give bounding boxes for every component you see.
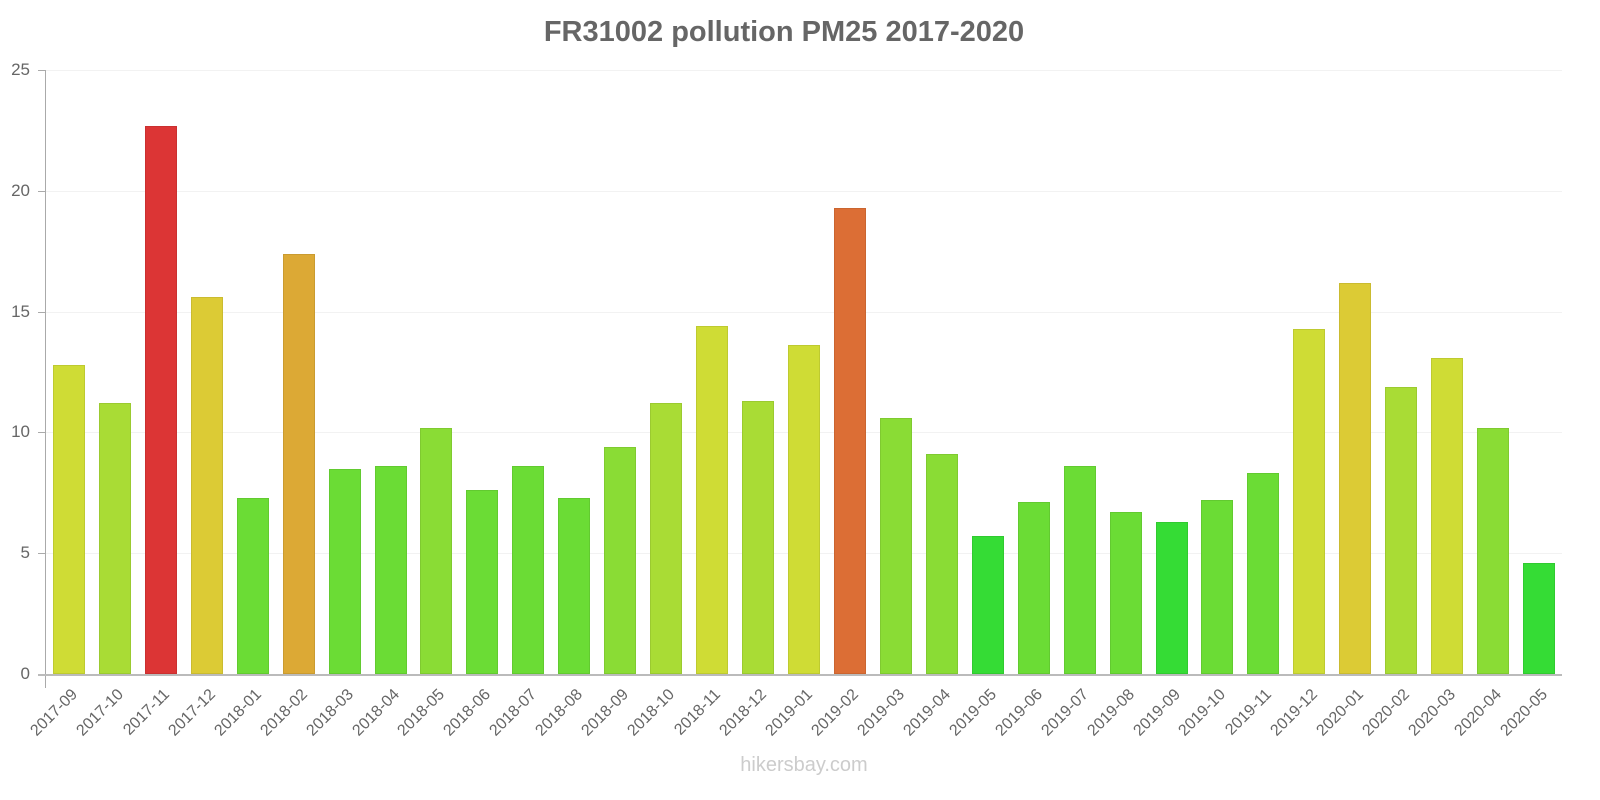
bar-2019-07[interactable] xyxy=(1063,466,1096,674)
bar-2019-05[interactable] xyxy=(971,536,1004,674)
y-tick-mark xyxy=(38,432,46,434)
bar-2018-10[interactable] xyxy=(650,403,683,674)
bar-2018-12[interactable] xyxy=(742,401,775,674)
bar-2020-04[interactable] xyxy=(1477,427,1510,674)
y-tick-mark xyxy=(38,311,46,313)
bar-2017-12[interactable] xyxy=(190,297,223,674)
bar-2018-09[interactable] xyxy=(604,446,637,674)
bar-2019-12[interactable] xyxy=(1293,328,1326,674)
bar-2019-01[interactable] xyxy=(788,345,820,674)
y-axis-line xyxy=(45,70,46,688)
bar-2017-11[interactable] xyxy=(144,125,177,674)
bar-2018-03[interactable] xyxy=(328,468,361,674)
gridline xyxy=(46,190,1562,192)
bar-2020-03[interactable] xyxy=(1431,357,1464,674)
y-tick-label: 5 xyxy=(20,543,30,563)
bar-2019-02[interactable] xyxy=(833,207,866,674)
bar-2019-04[interactable] xyxy=(925,454,958,674)
bar-2018-08[interactable] xyxy=(558,497,591,674)
y-tick-label: 20 xyxy=(11,180,30,200)
watermark: hikersbay.com xyxy=(740,754,868,776)
bar-2018-07[interactable] xyxy=(512,466,545,674)
bar-2018-01[interactable] xyxy=(236,497,269,674)
bar-2019-03[interactable] xyxy=(879,417,912,674)
bar-2020-01[interactable] xyxy=(1339,282,1372,674)
bar-2018-06[interactable] xyxy=(466,490,499,674)
bar-2017-10[interactable] xyxy=(98,403,131,674)
bar-2020-02[interactable] xyxy=(1385,386,1418,674)
bar-2018-05[interactable] xyxy=(420,427,453,674)
gridline xyxy=(46,70,1562,71)
bar-2017-09[interactable] xyxy=(52,364,85,674)
bar-2019-10[interactable] xyxy=(1201,500,1234,674)
bar-2019-09[interactable] xyxy=(1155,521,1188,674)
x-axis-line xyxy=(38,674,1562,676)
gridline xyxy=(46,311,1562,313)
bar-2019-08[interactable] xyxy=(1109,512,1142,674)
y-tick-mark xyxy=(38,553,46,555)
bar-2018-02[interactable] xyxy=(282,253,315,674)
y-tick-label: 0 xyxy=(20,664,30,683)
bar-2018-11[interactable] xyxy=(696,326,729,674)
chart-title: FR31002 pollution PM25 2017-2020 xyxy=(543,16,1025,48)
plot-area xyxy=(46,70,1562,674)
bar-2019-06[interactable] xyxy=(1017,502,1050,674)
y-tick-label: 25 xyxy=(11,60,30,79)
y-tick-label: 10 xyxy=(11,422,30,442)
y-tick-label: 15 xyxy=(11,301,30,321)
bar-2018-04[interactable] xyxy=(374,466,407,674)
bar-2020-05[interactable] xyxy=(1523,562,1556,674)
y-tick-mark xyxy=(38,190,46,192)
bar-2019-11[interactable] xyxy=(1247,473,1280,674)
y-tick-mark xyxy=(38,70,46,71)
